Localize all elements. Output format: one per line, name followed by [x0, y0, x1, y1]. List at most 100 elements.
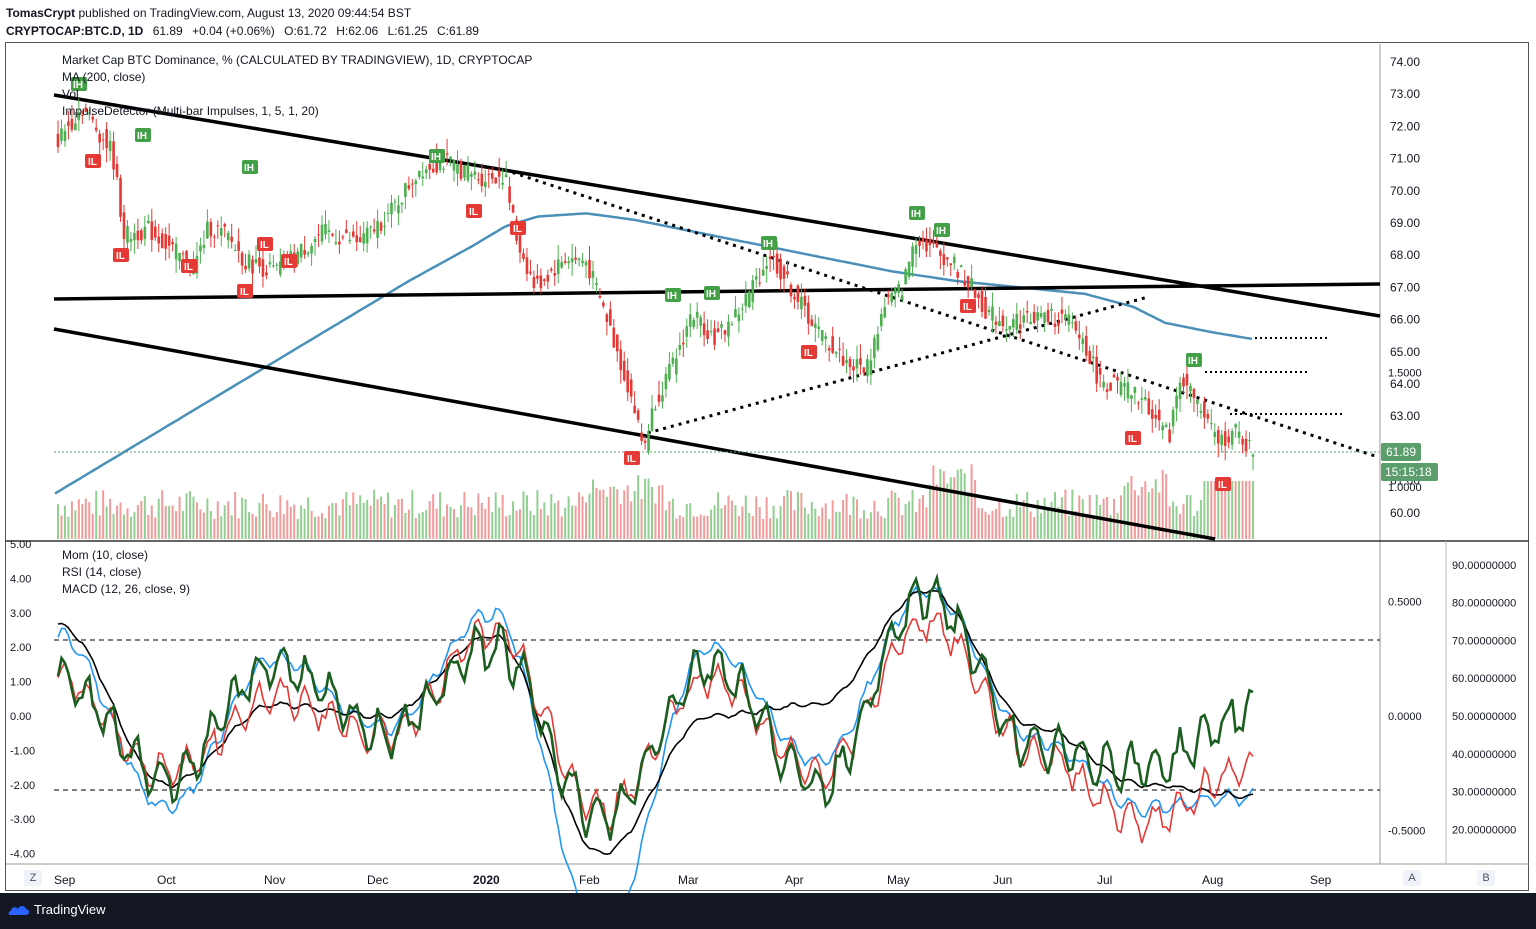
scale-b-button[interactable]: B — [1477, 870, 1495, 886]
volume-bar — [1081, 499, 1084, 539]
volume-bar — [838, 511, 841, 539]
candle-body — [768, 256, 772, 260]
time-axis-label: May — [887, 873, 910, 887]
auto-scale-button[interactable]: A — [1403, 870, 1421, 886]
publisher-name[interactable]: TomasCrypt — [6, 6, 76, 20]
macd-tick-label: 0.5000 — [1388, 597, 1422, 609]
impulse-high-marker — [934, 223, 950, 237]
candle-body — [1123, 383, 1126, 387]
legend-macd[interactable]: MACD (12, 26, close, 9) — [62, 582, 191, 596]
volume-bar — [1154, 479, 1157, 539]
mom-tick-label: 4.00 — [10, 573, 31, 585]
volume-bar — [536, 490, 539, 539]
volume-bar — [126, 508, 129, 539]
macd-line — [57, 585, 1254, 893]
volume-bar — [623, 490, 626, 539]
chart-frame[interactable] — [5, 42, 1529, 891]
candle-body — [1206, 413, 1210, 419]
candle-body — [251, 259, 254, 274]
volume-bar — [185, 493, 188, 539]
volume-bar — [1078, 495, 1081, 539]
high-value: H:62.06 — [336, 24, 379, 38]
volume-bar — [796, 491, 799, 539]
tradingview-logo[interactable]: TradingView — [8, 902, 106, 917]
candle-body — [150, 221, 154, 240]
candle-body — [153, 226, 157, 238]
candle-body — [1234, 424, 1237, 428]
candle-body — [921, 237, 925, 242]
volume-bar — [783, 496, 786, 539]
candle-body — [181, 253, 185, 255]
candle-body — [313, 238, 317, 242]
mom-tick-label: 3.00 — [10, 608, 31, 620]
candle-body — [1144, 397, 1147, 400]
impulse-low-label: IL — [627, 454, 636, 465]
volume-bar — [904, 503, 907, 539]
candle-body — [317, 234, 320, 236]
volume-bar — [581, 496, 584, 539]
candle-body — [487, 173, 491, 175]
candle-body — [56, 133, 60, 148]
volume-bar — [498, 507, 501, 539]
impulse-high-marker — [242, 160, 258, 174]
chart-canvas[interactable]: 74.00 73.00 72.00 71.00 70.00 69.00 68.00 67.00… — [0, 0, 1536, 893]
legend-rsi[interactable]: RSI (14, close) — [62, 565, 142, 579]
volume-bar — [258, 502, 261, 539]
volume-bar — [407, 509, 410, 539]
candle-body — [445, 153, 449, 155]
candle-body — [119, 177, 122, 217]
candle-body — [765, 265, 768, 269]
volume-bar — [769, 518, 772, 539]
legend-ma[interactable]: MA (200, close) — [62, 70, 146, 84]
impulse-low-label: IL — [88, 157, 97, 168]
volume-bar — [689, 503, 692, 539]
close-value: C:61.89 — [436, 24, 479, 38]
zoom-button[interactable]: Z — [24, 870, 42, 886]
volume-bar — [202, 512, 205, 539]
candle-body — [584, 261, 588, 266]
candle-body — [320, 224, 324, 242]
volume-bar — [220, 516, 223, 539]
volume-bar — [859, 518, 862, 539]
impulse-low-marker — [113, 248, 129, 262]
volume-bar — [807, 513, 810, 539]
price-tick-label: 72.00 — [1390, 119, 1420, 133]
volume-bar — [532, 515, 535, 539]
price-tick-label: 71.00 — [1390, 152, 1420, 166]
symbol-name[interactable]: CRYPTOCAP:BTC.D, 1D — [6, 24, 144, 38]
candle-body — [98, 133, 101, 143]
candle-body — [1116, 376, 1119, 381]
volume-bar — [383, 503, 386, 539]
impulse-high-marker — [1186, 353, 1202, 367]
candle-body — [532, 276, 536, 288]
candle-body — [1126, 382, 1130, 399]
candle-body — [1057, 322, 1060, 326]
legend-main-series[interactable]: Market Cap BTC Dominance, % (CALCULATED … — [62, 53, 533, 67]
candle-body — [1171, 409, 1175, 427]
volume-bar — [1151, 488, 1154, 539]
legend-impulse[interactable]: ImpulseDetector (Multi-bar Impulses, 1, … — [62, 104, 319, 118]
candle-body — [688, 314, 692, 327]
candle-body — [588, 259, 591, 279]
change-value: +0.04 (+0.06%) — [192, 24, 275, 38]
volume-bar — [293, 504, 296, 539]
candle-body — [949, 263, 953, 266]
candle-body — [407, 185, 411, 189]
candle-body — [838, 348, 841, 350]
legend-mom[interactable]: Mom (10, close) — [62, 548, 149, 562]
mom-tick-label: 5.00 — [10, 539, 31, 551]
candle-body — [1237, 431, 1241, 438]
volume-bar — [953, 477, 956, 539]
candle-body — [629, 379, 633, 397]
candle-body — [404, 183, 407, 197]
time-axis-label: Sep — [54, 873, 76, 887]
legend-vol[interactable]: Vol — [62, 87, 79, 101]
candle-body — [362, 233, 365, 244]
volume-bar — [362, 502, 365, 539]
candle-body — [157, 236, 161, 244]
candle-body — [136, 230, 140, 241]
candle-body — [549, 268, 553, 271]
volume-bar — [800, 492, 803, 539]
volume-bar — [286, 500, 289, 539]
volume-bar — [480, 502, 483, 539]
